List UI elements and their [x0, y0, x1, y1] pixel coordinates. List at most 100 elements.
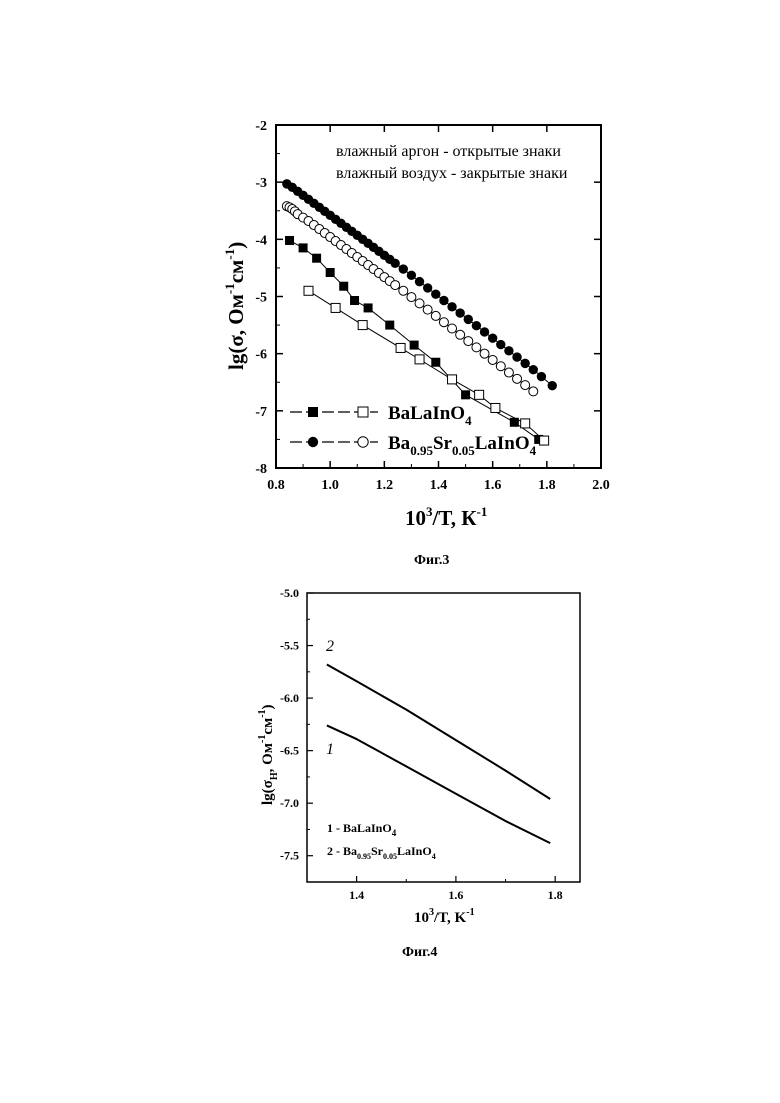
x-tick-label-fig3: 2.0	[592, 478, 610, 493]
x-tick-label-fig3: 1.4	[430, 478, 448, 493]
annotation-open-markers: влажный аргон - открытые знаки	[336, 143, 561, 160]
data-point-open-circle	[513, 374, 522, 383]
marks-fig4	[327, 664, 550, 843]
x-tick-label-fig4: 1.4	[349, 888, 364, 902]
data-point-open-square	[448, 375, 457, 384]
x-tick-label-fig3: 1.0	[321, 478, 339, 493]
data-point-filled-square	[326, 268, 335, 277]
data-point-open-square	[358, 321, 367, 330]
x-tick-label-fig4: 1.6	[448, 888, 463, 902]
legend-label-1: BaLaInO4	[388, 403, 472, 428]
legend-label-fig4-2: 2 - Ba0.95Sr0.05LaInO4	[327, 844, 436, 861]
data-point-filled-square	[299, 243, 308, 252]
data-point-filled-circle	[480, 327, 489, 336]
y-tick-label-fig3: -8	[255, 462, 267, 477]
annotation-filled-markers: влажный воздух - закрытые знаки	[336, 165, 568, 182]
x-tick-label-fig3: 1.6	[484, 478, 502, 493]
data-point-open-circle	[488, 355, 497, 364]
data-point-filled-circle	[537, 372, 546, 381]
data-point-open-square	[415, 355, 424, 364]
data-point-open-circle	[448, 324, 457, 333]
legend-label-2: Ba0.95Sr0.05LaInO4	[388, 433, 537, 458]
data-point-open-square	[521, 419, 530, 428]
y-tick-label-fig3: -5	[255, 291, 267, 306]
data-point-filled-circle	[464, 315, 473, 324]
data-point-filled-circle	[455, 308, 464, 317]
data-point-filled-circle	[399, 264, 408, 273]
data-point-filled-circle	[439, 296, 448, 305]
caption-fig3: Фиг.3	[414, 553, 449, 568]
data-point-filled-circle	[496, 340, 505, 349]
y-tick-label-fig4: -5.5	[280, 639, 299, 653]
data-point-open-square	[396, 343, 405, 352]
data-point-open-circle	[480, 349, 489, 358]
y-axis-label-fig3: lg(σ, Ом-1см-1)	[222, 242, 248, 370]
data-point-filled-square	[410, 341, 419, 350]
data-point-open-circle	[504, 368, 513, 377]
data-point-open-circle	[496, 362, 505, 371]
y-axis-label-fig4: lg(σH, Ом-1см-1)	[257, 704, 280, 805]
data-point-filled-circle	[472, 321, 481, 330]
y-tick-label-fig4: -7.5	[280, 849, 299, 863]
legend-filled-square	[308, 407, 318, 417]
data-point-filled-circle	[529, 365, 538, 374]
data-point-open-circle	[391, 281, 400, 290]
series-line-2	[327, 664, 550, 799]
x-axis-label-fig3: 103/T, К-1	[405, 504, 487, 530]
data-point-filled-square	[285, 236, 294, 245]
data-point-filled-circle	[423, 283, 432, 292]
legend-label-fig4-1: 1 - BaLaInO4	[327, 821, 397, 838]
y-tick-label-fig4: -5.0	[280, 586, 299, 600]
data-point-open-circle	[431, 311, 440, 320]
data-point-open-square	[331, 303, 340, 312]
data-point-open-circle	[399, 286, 408, 295]
data-point-open-circle	[439, 318, 448, 327]
data-point-open-circle	[464, 337, 473, 346]
data-point-filled-square	[350, 296, 359, 305]
legend-fig4: 1 - BaLaInO4 2 - Ba0.95Sr0.05LaInO4	[327, 821, 436, 861]
data-point-open-square	[491, 403, 500, 412]
y-tick-label-fig3: -4	[255, 233, 267, 248]
x-tick-label-fig3: 0.8	[267, 478, 285, 493]
data-point-filled-circle	[504, 346, 513, 355]
figure-3: 0.81.01.21.41.61.82.0-2-3-4-5-6-7-8 влаж…	[222, 119, 610, 568]
x-tick-label-fig3: 1.8	[538, 478, 556, 493]
legend-filled-circle	[308, 437, 318, 447]
data-point-filled-square	[461, 390, 470, 399]
data-point-open-circle	[407, 293, 416, 302]
data-point-open-square	[540, 436, 549, 445]
data-point-filled-circle	[447, 302, 456, 311]
curve-label-2: 2	[326, 638, 334, 655]
data-point-filled-square	[339, 282, 348, 291]
data-point-open-circle	[521, 381, 530, 390]
data-point-filled-square	[510, 418, 519, 427]
data-point-filled-square	[385, 321, 394, 330]
data-point-open-square	[304, 286, 313, 295]
data-point-filled-circle	[548, 381, 557, 390]
curve-label-1: 1	[326, 741, 334, 758]
data-point-filled-circle	[520, 359, 529, 368]
data-point-filled-circle	[415, 277, 424, 286]
data-point-open-circle	[456, 330, 465, 339]
caption-fig4: Фиг.4	[402, 945, 437, 960]
data-point-filled-square	[364, 303, 373, 312]
y-tick-label-fig3: -2	[255, 119, 267, 134]
x-axis-label-fig4: 103/T, K-1	[414, 907, 475, 926]
data-point-open-circle	[415, 299, 424, 308]
data-point-filled-circle	[407, 271, 416, 280]
legend-open-circle	[358, 437, 368, 447]
y-tick-label-fig3: -3	[255, 176, 267, 191]
data-point-open-circle	[423, 305, 432, 314]
data-point-open-circle	[529, 387, 538, 396]
data-point-filled-square	[312, 254, 321, 263]
y-tick-label-fig3: -7	[255, 405, 267, 420]
data-point-filled-square	[431, 358, 440, 367]
data-point-filled-circle	[512, 352, 521, 361]
legend-open-square	[358, 407, 368, 417]
y-tick-label-fig4: -6.0	[280, 691, 299, 705]
y-tick-label-fig4: -7.0	[280, 796, 299, 810]
data-point-open-square	[475, 390, 484, 399]
figure-4: 1.41.61.8-5.0-5.5-6.0-6.5-7.0-7.5 2 1 1 …	[257, 586, 580, 960]
y-tick-label-fig3: -6	[255, 348, 267, 363]
